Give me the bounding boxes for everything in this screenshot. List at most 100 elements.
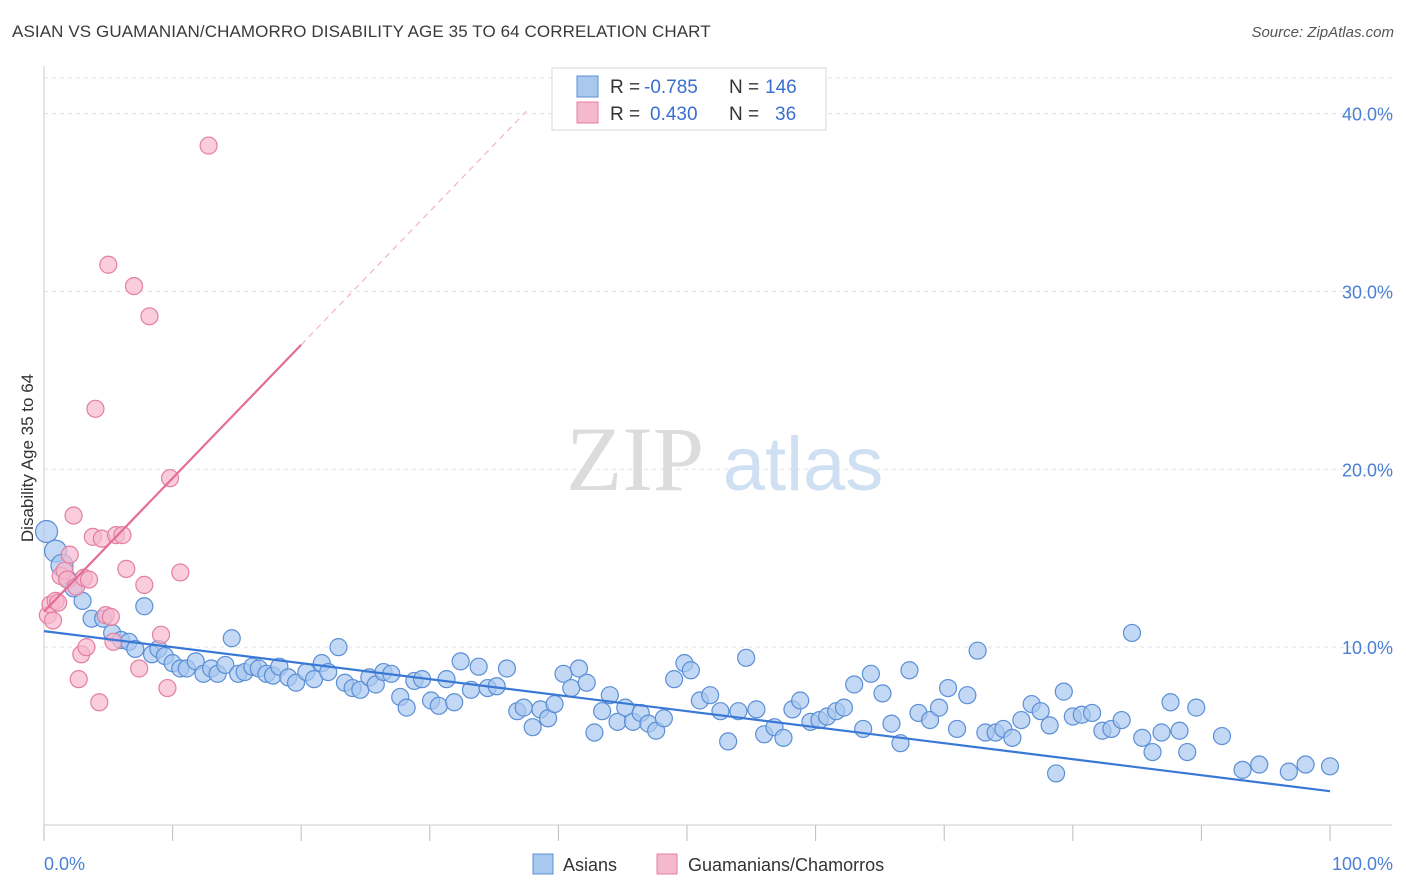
y-tick-label-1: 20.0% — [1342, 460, 1393, 480]
asians-point-102 — [861, 664, 880, 683]
legend-n-value-guamanians: 36 — [775, 104, 796, 125]
asians-point-143 — [1320, 757, 1340, 776]
asians-point-123 — [1054, 682, 1073, 701]
guamanians-trend-line — [43, 344, 302, 613]
asians-point-23 — [216, 655, 235, 675]
asians-point-131 — [1133, 728, 1152, 747]
asians-point-135 — [1170, 721, 1189, 740]
asians-point-79 — [654, 709, 673, 728]
asians-point-103 — [873, 684, 892, 703]
guamanians-point-2 — [43, 611, 63, 630]
legend-swatch-asians — [576, 75, 599, 98]
y-tick-label-0: 10.0% — [1342, 638, 1393, 658]
y-tick-labels: 10.0% 20.0% 30.0% 40.0% — [1342, 105, 1393, 659]
asians-point-88 — [737, 648, 756, 667]
guamanians-point-9 — [64, 506, 83, 525]
trend-lines — [43, 110, 1331, 793]
asians-point-99 — [834, 698, 853, 717]
y-axis-label: Disability Age 35 to 64 — [18, 374, 37, 542]
asians-point-86 — [719, 732, 738, 751]
asians-point-108 — [920, 710, 940, 730]
asians-point-84 — [701, 686, 720, 705]
guamanians-point-8 — [60, 545, 79, 564]
guamanians-point-22 — [101, 607, 120, 627]
asians-point-62 — [523, 718, 542, 737]
asians-point-89 — [747, 700, 766, 719]
legend-r-label-asians: R = — [610, 77, 640, 98]
asians-point-118 — [1012, 710, 1031, 730]
guamanians-point-35 — [199, 136, 218, 155]
y-tick-label-2: 30.0% — [1342, 282, 1393, 302]
guamanians-point-18 — [90, 693, 109, 712]
asians-point-136 — [1178, 742, 1197, 762]
asians-point-121 — [1040, 716, 1059, 735]
asians-point-70 — [585, 723, 604, 742]
asians-point-69 — [577, 673, 596, 692]
source-label: Source: ZipAtlas.com — [1251, 24, 1394, 41]
asians-point-129 — [1112, 710, 1131, 730]
guamanians-point-11 — [69, 670, 88, 689]
asians-point-112 — [958, 686, 977, 705]
guamanians-point-33 — [160, 469, 180, 488]
asians-point-51 — [429, 696, 448, 715]
guamanians-point-26 — [117, 559, 136, 578]
bottom-legend-swatch-guamanians — [656, 853, 678, 875]
series-asians-points — [34, 519, 1340, 783]
asians-point-87 — [729, 702, 748, 721]
asians-point-68 — [569, 659, 589, 678]
asians-point-110 — [938, 678, 958, 698]
guamanians-point-27 — [124, 276, 144, 296]
asians-point-134 — [1161, 693, 1180, 712]
asians-point-56 — [469, 657, 488, 676]
asians-point-132 — [1143, 742, 1162, 762]
asians-point-122 — [1046, 764, 1066, 783]
asians-point-67 — [562, 678, 581, 698]
guamanians-point-14 — [77, 638, 96, 657]
legend-r-value-asians: -0.785 — [644, 77, 698, 98]
asians-point-138 — [1212, 726, 1232, 746]
asians-point-133 — [1152, 723, 1171, 742]
asians-point-12 — [135, 597, 154, 616]
chart-title: ASIAN VS GUAMANIAN/CHAMORRO DISABILITY A… — [12, 22, 711, 41]
asians-point-94 — [791, 691, 810, 710]
bottom-legend-label-asians: Asians — [563, 855, 617, 875]
asians-point-82 — [681, 661, 700, 680]
axes — [43, 66, 1392, 841]
legend-box: R = -0.785 N = 146 R = 0.430 N = 36 — [551, 67, 827, 131]
asians-point-71 — [593, 702, 612, 721]
guamanians-point-25 — [113, 525, 132, 545]
asians-point-52 — [437, 670, 456, 689]
legend-n-label-asians: N = — [729, 77, 759, 98]
asians-point-109 — [929, 698, 949, 717]
asians-point-61 — [514, 698, 533, 717]
watermark: ZIP atlas — [566, 408, 883, 510]
asians-point-92 — [774, 728, 793, 747]
guamanians-point-17 — [86, 399, 105, 418]
guamanians-point-15 — [79, 570, 99, 589]
x-tick-label-1: 100.0% — [1332, 854, 1393, 874]
asians-point-137 — [1187, 698, 1206, 717]
legend-swatch-guamanians — [576, 101, 599, 124]
guamanians-point-23 — [104, 632, 123, 651]
legend-r-label-guamanians: R = — [610, 104, 640, 125]
legend-r-value-guamanians: 0.430 — [650, 104, 698, 125]
guamanians-point-4 — [49, 593, 68, 612]
asians-point-72 — [600, 686, 619, 705]
asians-point-111 — [947, 719, 967, 739]
asians-point-65 — [545, 694, 564, 714]
asians-point-38 — [329, 638, 348, 657]
asians-point-141 — [1279, 762, 1298, 781]
bottom-legend-swatch-asians — [532, 853, 554, 875]
guamanians-point-32 — [158, 678, 177, 698]
asians-point-0 — [34, 519, 59, 544]
legend-n-label-guamanians: N = — [729, 104, 759, 125]
asians-point-59 — [497, 659, 517, 678]
asians-point-142 — [1296, 755, 1315, 774]
x-tick-label-0: 0.0% — [44, 854, 85, 874]
asians-point-106 — [900, 661, 919, 680]
asians-point-130 — [1122, 623, 1142, 643]
asians-point-139 — [1233, 760, 1252, 779]
watermark-zip: ZIP — [566, 408, 704, 510]
guamanians-point-34 — [171, 563, 190, 582]
